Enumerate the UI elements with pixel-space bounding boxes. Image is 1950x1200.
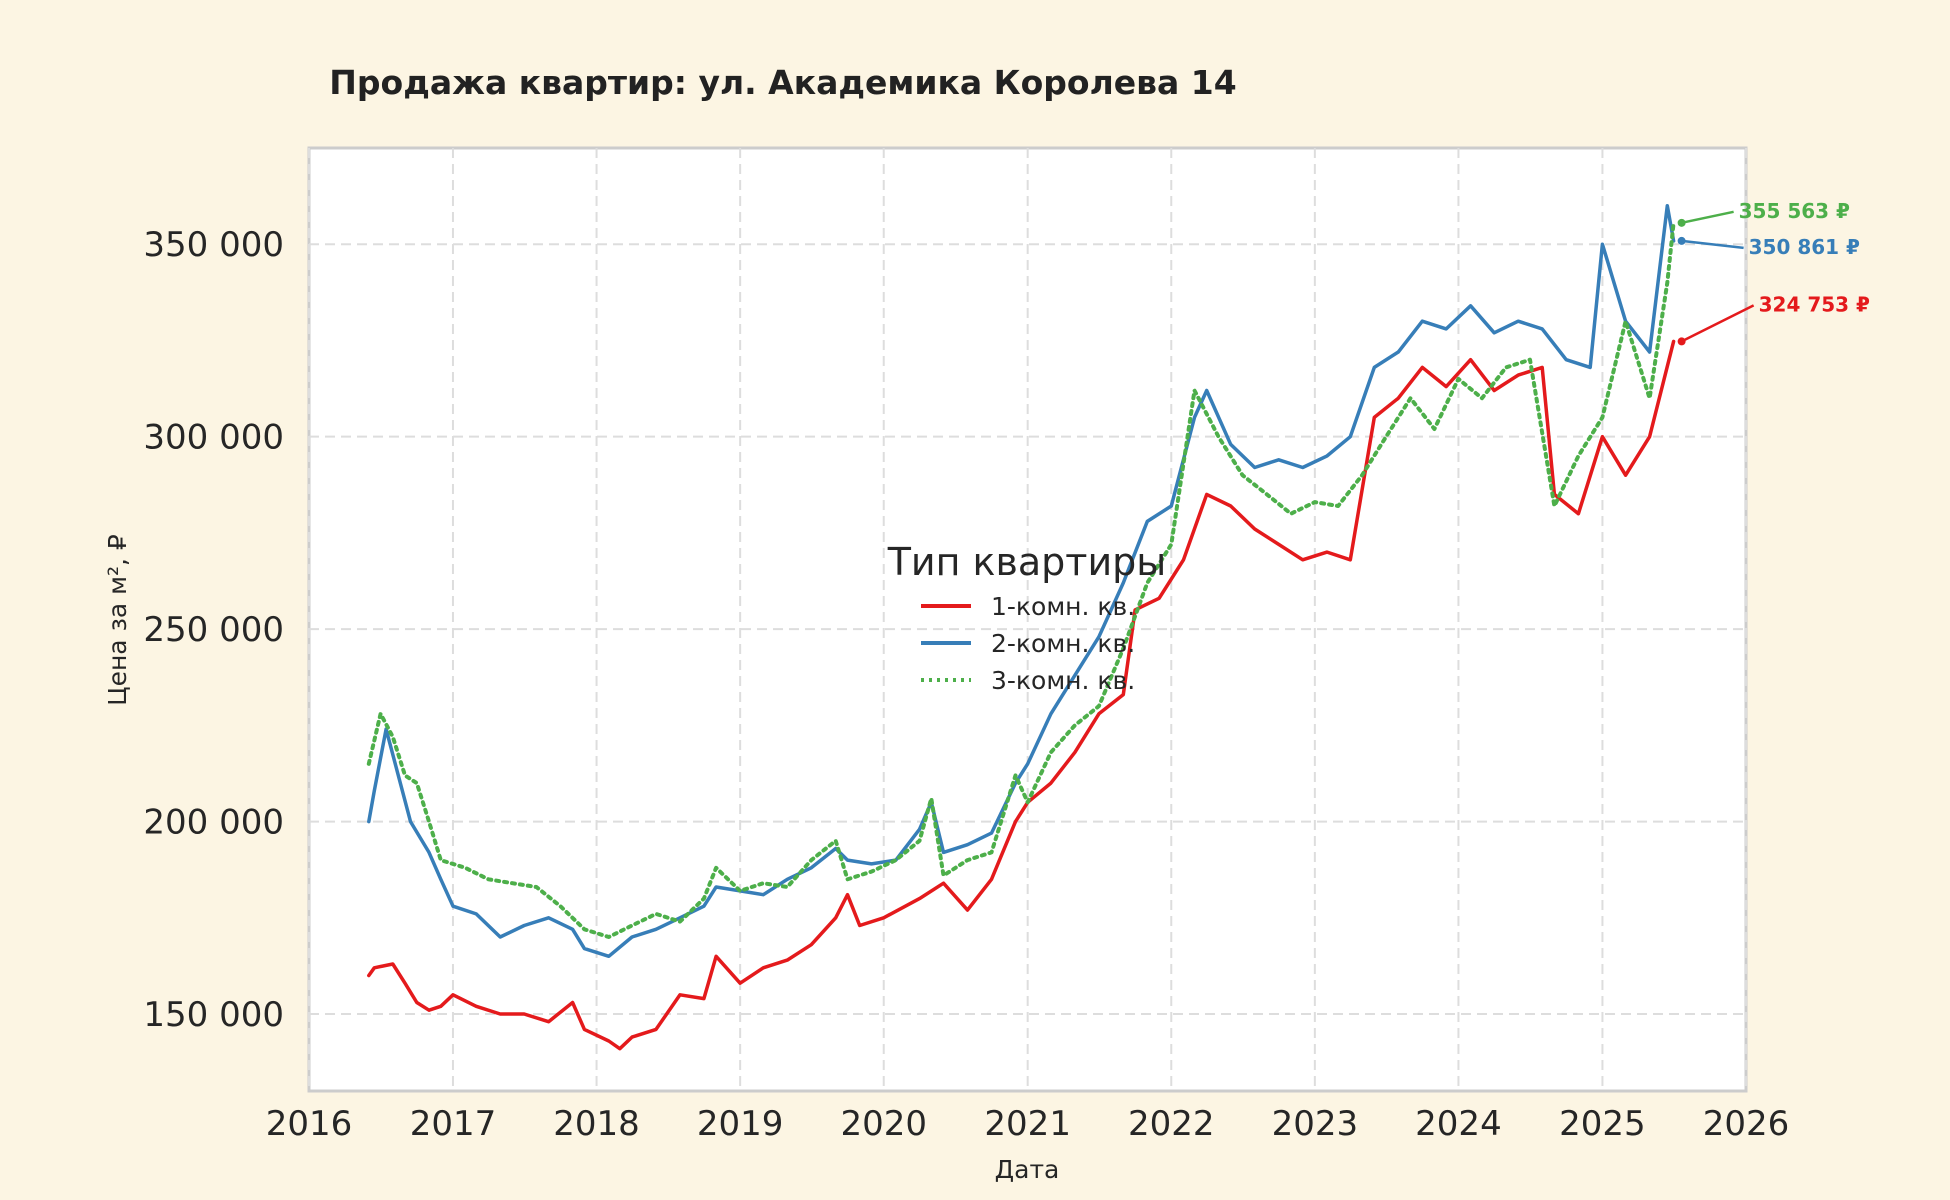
annotations: 355 563 ₽ 350 861 ₽ 324 753 ₽ <box>1677 199 1870 346</box>
annotation-arrowhead <box>1677 236 1686 245</box>
x-axis-label: Дата <box>995 1155 1060 1184</box>
x-axis: 2016 2017 2018 2019 2020 2021 2022 2023 2024 2025… <box>266 1104 1790 1144</box>
x-tick-label: 2016 <box>266 1104 353 1144</box>
series-layer <box>366 203 1676 1051</box>
annotation-label: 350 861 ₽ <box>1749 235 1860 259</box>
y-tick-label: 250 000 <box>143 610 284 650</box>
annotation-arrow <box>1681 239 1744 250</box>
x-tick-label: 2018 <box>553 1104 640 1144</box>
legend-title: Тип квартиры <box>887 540 1167 584</box>
y-tick-label: 300 000 <box>143 418 284 458</box>
chart-title: Продажа квартир: ул. Академика Королева … <box>329 63 1236 102</box>
x-tick-label: 2020 <box>840 1104 927 1144</box>
x-tick-label: 2021 <box>984 1104 1071 1144</box>
annotation-arrow <box>1681 210 1734 225</box>
y-axis: 150 000 200 000 250 000 300 000 350 000 <box>143 225 284 1035</box>
annotation-arrowhead <box>1677 337 1686 346</box>
legend-entry: 3-комн. кв. <box>991 666 1135 695</box>
series-line-2 <box>367 203 1676 959</box>
annotation-label: 355 563 ₽ <box>1739 199 1850 223</box>
series-line-1 <box>367 339 1676 1051</box>
x-tick-label: 2019 <box>697 1104 784 1144</box>
series-line-3 <box>366 220 1676 939</box>
annotation-arrow <box>1681 304 1755 343</box>
legend: Тип квартиры 1-комн. кв. 2-комн. кв. 3-ком… <box>887 540 1167 695</box>
x-tick-label: 2024 <box>1415 1104 1502 1144</box>
grid-lines <box>308 148 1747 1091</box>
legend-entry: 1-комн. кв. <box>991 592 1135 621</box>
y-tick-label: 200 000 <box>143 803 284 843</box>
x-tick-label: 2025 <box>1559 1104 1646 1144</box>
x-tick-label: 2023 <box>1272 1104 1359 1144</box>
y-axis-label: Цена за м², ₽ <box>103 534 132 706</box>
y-tick-label: 350 000 <box>143 225 284 265</box>
x-tick-label: 2026 <box>1703 1104 1790 1144</box>
y-tick-label: 150 000 <box>143 995 284 1035</box>
annotation-label: 324 753 ₽ <box>1759 292 1870 316</box>
legend-entry: 2-комн. кв. <box>991 629 1135 658</box>
x-tick-label: 2022 <box>1128 1104 1215 1144</box>
annotation-arrowhead <box>1677 218 1686 227</box>
x-tick-label: 2017 <box>410 1104 497 1144</box>
